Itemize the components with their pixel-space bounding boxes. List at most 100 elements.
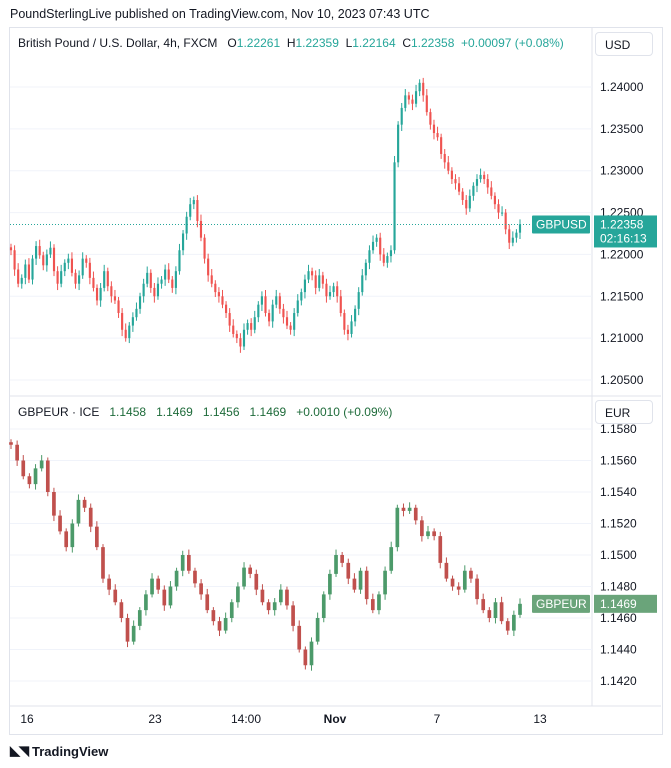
candle-body <box>125 618 130 642</box>
symbol-tag-label: GBPUSD <box>536 217 587 231</box>
candle-body <box>160 279 163 284</box>
candle-body <box>70 523 75 548</box>
candle-body <box>432 124 436 134</box>
change-value: +0.00097 (+0.08%) <box>461 36 564 50</box>
candle-body <box>144 594 148 611</box>
candle-body <box>321 275 324 284</box>
candle-body <box>193 570 197 584</box>
tradingview-logo[interactable]: ◣◥ TradingView <box>10 743 108 759</box>
candle-body <box>162 589 167 606</box>
candle-body <box>490 187 493 196</box>
candle-body <box>456 586 461 590</box>
candle-body <box>242 329 246 347</box>
candle-body <box>515 232 518 238</box>
candle-body <box>52 492 56 516</box>
candle-body <box>422 82 425 96</box>
y-tick-label: 1.1540 <box>600 485 637 499</box>
candle-body <box>289 325 292 330</box>
candle-body <box>228 313 231 326</box>
candle-body <box>468 195 471 209</box>
candle-body <box>207 258 210 276</box>
candle-body <box>185 216 188 234</box>
candle-body <box>266 602 271 611</box>
candle-body <box>95 526 99 548</box>
price-tag-value: 1.22358 <box>600 217 644 231</box>
candle-body <box>501 212 504 214</box>
candle-body <box>462 570 467 590</box>
candle-body <box>370 599 375 611</box>
candle-body <box>508 229 511 243</box>
candle-body <box>469 570 473 579</box>
candle-body <box>181 233 185 251</box>
candle-body <box>487 610 492 618</box>
y-tick-label: 1.24000 <box>600 80 644 94</box>
candle-body <box>257 304 260 318</box>
y-tick-label: 1.1560 <box>600 454 637 468</box>
candle-body <box>511 237 514 243</box>
candle-body <box>56 271 59 284</box>
close-value: 1.22358 <box>410 36 455 50</box>
candle-body <box>357 292 360 309</box>
candle-body <box>248 567 253 574</box>
chart-frame <box>9 27 663 735</box>
candle-body <box>443 153 446 163</box>
candle-body <box>92 277 95 288</box>
candle-body <box>311 271 314 276</box>
candle-body <box>45 254 48 266</box>
candle-body <box>438 536 443 563</box>
candle-body <box>239 338 242 347</box>
x-tick-label: 14:00 <box>231 712 261 726</box>
candle-body <box>461 191 464 201</box>
candle-body <box>124 329 127 339</box>
candle-body <box>82 499 87 508</box>
candle-body <box>196 200 199 221</box>
publish-info-header: PoundSterlingLive published on TradingVi… <box>10 7 430 21</box>
candle-body <box>285 317 289 326</box>
candle-body <box>393 162 396 251</box>
candle-body <box>99 287 102 301</box>
candle-body <box>475 578 479 600</box>
candle-body <box>264 296 267 314</box>
high-value: 1.22359 <box>295 36 339 50</box>
candle-body <box>64 531 69 548</box>
candle-body <box>167 269 170 280</box>
candle-body <box>88 507 93 527</box>
candle-body <box>52 247 56 272</box>
candle-body <box>354 308 357 322</box>
candle-body <box>81 258 84 276</box>
candle-body <box>17 269 20 284</box>
candle-body <box>411 99 414 104</box>
currency-button-usd[interactable]: USD <box>595 32 653 56</box>
candle-body <box>291 605 295 626</box>
candle-body <box>285 589 289 606</box>
candle-body <box>31 258 34 280</box>
candle-body <box>278 589 283 603</box>
candle-body <box>103 271 106 288</box>
candle-body <box>340 555 344 563</box>
open-label: O <box>227 36 237 50</box>
candle-body <box>27 264 30 280</box>
candle-body <box>379 237 382 255</box>
candle-body <box>101 547 105 579</box>
candle-body <box>346 329 350 334</box>
candle-body <box>350 321 353 334</box>
low-value: 1.1456 <box>202 405 240 419</box>
currency-button-eur[interactable]: EUR <box>595 400 653 424</box>
candle-body <box>156 283 160 297</box>
candle-body <box>407 507 412 511</box>
candle-body <box>67 258 70 263</box>
candle-body <box>24 264 27 278</box>
candle-body <box>232 325 235 334</box>
candle-body <box>275 296 278 305</box>
y-tick-label: 1.21000 <box>600 331 644 345</box>
candle-body <box>171 279 174 288</box>
open-value: 1.1458 <box>109 405 147 419</box>
candle-body <box>74 272 77 284</box>
y-tick-label: 1.23000 <box>600 164 644 178</box>
candle-body <box>27 476 32 485</box>
candle-body <box>63 262 66 272</box>
candle-body <box>383 570 387 595</box>
candle-body <box>223 618 228 631</box>
change-value: +0.0010 (+0.09%) <box>296 405 393 419</box>
